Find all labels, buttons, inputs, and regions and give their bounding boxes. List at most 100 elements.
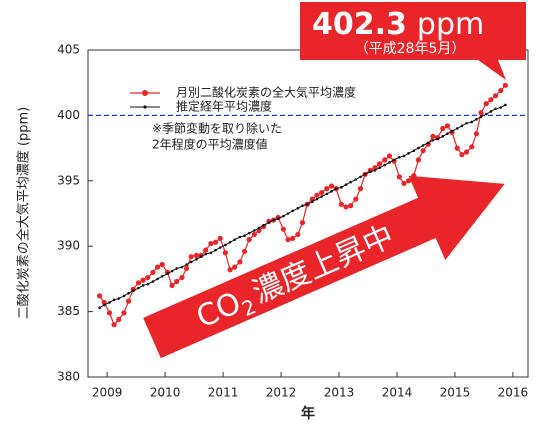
data-point	[421, 144, 425, 147]
y-tick-label: 385	[57, 304, 80, 318]
data-point	[460, 124, 464, 128]
data-point	[314, 192, 320, 198]
data-point	[141, 284, 145, 287]
data-point	[446, 132, 449, 136]
data-point	[402, 154, 406, 158]
x-axis-label: 年	[301, 405, 315, 422]
callout-unit: ppm	[417, 7, 484, 42]
y-tick-label: 405	[57, 43, 80, 57]
data-point	[159, 261, 165, 268]
data-point	[237, 259, 243, 265]
data-point	[214, 248, 217, 252]
data-point	[354, 178, 358, 181]
data-point	[344, 183, 348, 187]
data-point	[319, 189, 325, 196]
data-point	[430, 133, 436, 139]
data-point	[454, 145, 460, 151]
data-point	[470, 120, 474, 124]
legend-marker	[143, 105, 147, 109]
data-point	[189, 260, 193, 264]
data-point	[311, 200, 314, 204]
y-tick-label: 395	[57, 173, 80, 187]
data-point	[320, 195, 323, 198]
data-point	[135, 280, 142, 286]
data-point	[330, 189, 333, 193]
data-point	[217, 235, 223, 241]
data-point	[251, 231, 257, 238]
data-point	[246, 237, 252, 243]
data-point	[498, 87, 504, 94]
legend-label: 月別二酸化炭素の全大気平均濃度	[176, 85, 356, 100]
data-point	[150, 269, 156, 275]
data-point	[224, 243, 227, 247]
data-point	[241, 248, 248, 255]
data-point	[106, 310, 113, 316]
data-point	[444, 123, 451, 129]
x-tick-label: 2009	[92, 386, 123, 400]
data-point	[449, 129, 455, 136]
data-point	[243, 234, 246, 238]
data-point	[479, 115, 483, 119]
data-point	[145, 274, 151, 281]
data-point	[227, 267, 233, 273]
data-point	[257, 226, 261, 230]
x-tick-label: 2013	[324, 386, 355, 400]
data-point	[160, 274, 164, 278]
data-point	[122, 294, 126, 298]
y-tick-label: 390	[57, 239, 80, 253]
y-axis-label: 二酸化炭素の全大気平均濃度 (ppm)	[16, 107, 32, 319]
data-point	[199, 255, 203, 258]
data-point	[391, 158, 397, 164]
data-point	[431, 138, 435, 142]
data-point	[478, 110, 484, 116]
data-point	[151, 280, 155, 283]
data-point	[473, 131, 480, 137]
x-tick-label: 2015	[440, 386, 471, 400]
data-point	[315, 197, 319, 201]
x-tick-label: 2010	[150, 386, 181, 400]
data-point	[212, 239, 219, 245]
data-point	[502, 82, 508, 88]
data-point	[378, 166, 381, 170]
data-point	[494, 107, 497, 111]
data-point	[382, 157, 388, 163]
data-point	[295, 231, 301, 238]
data-point	[465, 121, 468, 125]
data-point	[489, 110, 493, 113]
callout-date: （平成28年5月）	[355, 41, 466, 57]
data-point	[484, 112, 488, 116]
data-point	[459, 152, 465, 158]
callout-box	[300, 2, 526, 80]
data-point	[405, 178, 412, 184]
data-point	[415, 157, 422, 163]
data-point	[102, 303, 106, 307]
data-point	[276, 217, 280, 221]
data-point	[266, 218, 272, 224]
callout-value: 402.3 ppm	[312, 7, 484, 42]
data-point	[504, 103, 507, 107]
data-point	[164, 269, 171, 275]
data-point	[121, 310, 127, 316]
data-point	[262, 223, 265, 227]
data-point	[396, 174, 402, 180]
data-point	[180, 265, 184, 269]
y-tick-label: 400	[57, 108, 80, 122]
data-point	[179, 274, 185, 281]
data-point	[253, 229, 256, 232]
data-point	[353, 196, 359, 202]
data-point	[369, 170, 372, 173]
data-point	[193, 252, 200, 258]
data-point	[222, 250, 228, 256]
data-point	[450, 129, 454, 133]
data-point	[348, 203, 354, 209]
data-point	[280, 226, 286, 232]
data-point	[170, 269, 174, 273]
x-tick-label: 2012	[266, 386, 297, 400]
data-point	[334, 187, 338, 190]
data-point	[488, 97, 494, 103]
callout-number: 402.3	[312, 7, 407, 42]
data-point	[267, 221, 271, 224]
data-point	[420, 148, 426, 154]
data-point	[373, 169, 377, 172]
data-point	[286, 212, 290, 215]
